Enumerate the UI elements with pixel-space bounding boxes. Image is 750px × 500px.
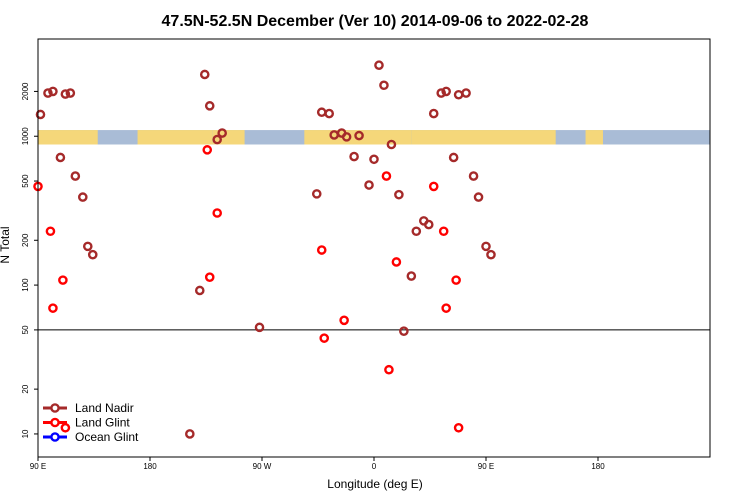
land-glint-point [316,245,327,255]
land-nadir-point [199,69,210,80]
land-band-segment [349,130,412,145]
land-nadir-point [486,249,496,260]
land-glint-point [384,364,394,375]
x-tick-label: 0 [372,462,377,471]
data-points [33,60,496,439]
y-tick-label: 200 [21,233,30,247]
land-nadir-point [436,88,447,98]
land-glint-point [212,208,222,218]
y-tick-label: 10 [21,429,30,438]
y-tick-label: 1000 [21,127,30,145]
land-nadir-point [60,89,71,99]
land-glint-point [441,303,451,313]
land-band-segment [38,130,98,145]
land-glint-point [58,275,68,285]
land-nadir-point [43,88,53,98]
land-nadir-point [65,88,76,98]
land-glint-point [381,171,392,181]
land-nadir-point [35,109,46,120]
land-glint-point [451,275,461,285]
land-glint-point [204,272,215,282]
land-glint-point [438,226,449,237]
land-glint-point [60,422,71,433]
land-nadir-point [461,88,471,98]
y-tick-label: 2000 [21,82,30,100]
land-nadir-point [473,192,484,202]
x-tick-label: 90 E [478,462,494,471]
land-nadir-point [374,60,384,71]
land-glint-point [45,226,56,237]
land-nadir-point [341,132,352,142]
land-nadir-point [324,108,335,119]
land-nadir-point [217,128,227,138]
land-ocean-band [38,130,710,145]
land-nadir-point [194,285,205,296]
land-nadir-point [212,134,222,145]
y-tick-label: 20 [21,384,30,393]
land-nadir-point [411,226,422,237]
legend-marker-land-glint [50,417,60,428]
y-tick-label: 500 [21,174,30,188]
land-glint-point [391,257,402,267]
y-axis: 10 20 50 100 200 500 1000 2000 [21,82,38,438]
x-tick-label: 180 [591,462,605,471]
land-nadir-point [316,107,327,118]
x-tick-label: 90 E [30,462,46,471]
x-tick-label: 180 [143,462,157,471]
chart-title: 47.5N-52.5N December (Ver 10) 2014-09-06… [162,13,589,30]
land-nadir-point [441,86,451,97]
land-nadir-point [204,101,215,111]
land-nadir-point [354,130,364,141]
land-nadir-point [369,154,379,165]
land-nadir-point [78,192,88,202]
legend-marker-land-nadir [50,403,60,413]
land-glint-point [319,333,330,343]
land-nadir-point [87,249,98,260]
land-glint-point [48,303,58,313]
land-glint-point [453,422,464,433]
x-tick-label: 90 W [253,462,272,471]
land-glint-point [202,145,213,155]
land-glint-point [339,315,349,326]
land-glint-point [428,181,439,192]
land-nadir-point [379,80,389,91]
land-band-segment [411,130,556,145]
legend-marker-ocean-glint [50,432,60,442]
land-band-segment [585,130,603,145]
land-nadir-point [185,429,195,439]
legend-label-land-nadir: Land Nadir [75,401,134,415]
land-nadir-point [55,152,66,163]
land-nadir-point [349,151,359,162]
land-nadir-point [394,189,404,200]
land-nadir-point [481,241,491,252]
land-nadir-point [70,171,81,181]
land-nadir-point [423,219,434,230]
plot-frame [37,38,711,458]
land-nadir-point [406,271,417,281]
x-axis-label: Longitude (deg E) [327,477,422,491]
y-tick-label: 50 [21,325,30,334]
legend-label-land-glint: Land Glint [75,416,130,430]
land-nadir-point [311,189,322,199]
legend-label-ocean-glint: Ocean Glint [75,430,139,444]
y-tick-label: 100 [21,278,30,292]
y-axis-label: N Total [0,226,12,263]
land-nadir-point [82,241,93,252]
land-nadir-point [254,322,265,333]
land-nadir-point [428,108,439,119]
land-nadir-point [386,139,397,150]
land-nadir-point [448,152,459,163]
land-nadir-point [364,180,374,190]
land-band-segment [137,130,213,145]
land-nadir-point [399,326,409,337]
x-axis: 90 E 180 90 W 0 90 E 180 [30,457,605,471]
land-nadir-point [453,89,464,100]
land-nadir-point [48,86,58,97]
land-nadir-point [468,171,479,181]
